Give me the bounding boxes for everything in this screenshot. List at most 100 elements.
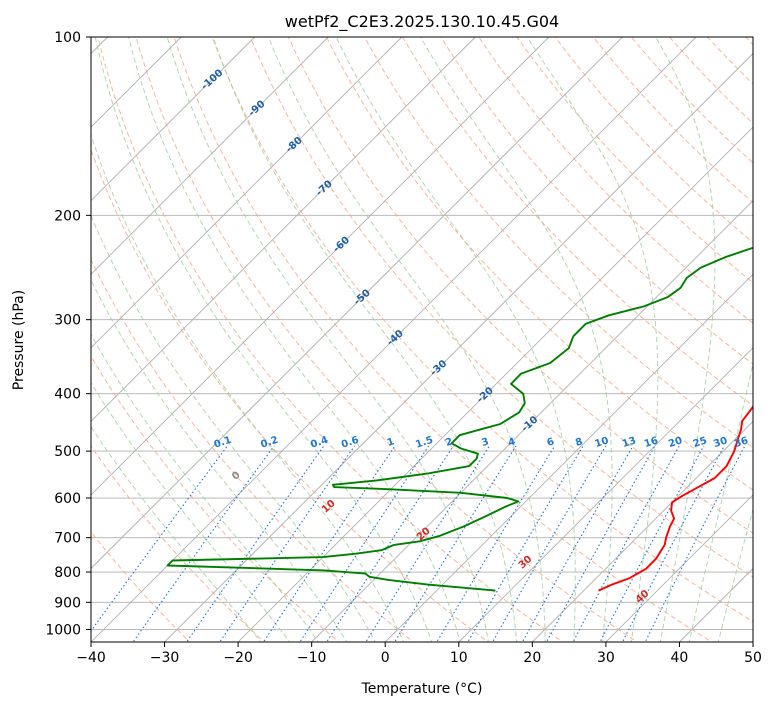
moist-adiabats — [91, 37, 753, 642]
mixing-ratio-lines — [91, 445, 746, 642]
dry-adiabat-line — [97, 37, 564, 642]
dry-adiabat-line — [364, 37, 753, 449]
moist-adiabat-line — [717, 507, 753, 642]
x-tick-label: −20 — [223, 650, 253, 666]
y-tick-label: 400 — [54, 387, 81, 403]
y-tick-label: 300 — [54, 313, 81, 329]
y-tick-label: 900 — [54, 595, 81, 611]
mixing-ratio-label: 8 — [574, 436, 584, 449]
mixing-ratio-label: 3 — [480, 436, 490, 449]
y-tick-label: 200 — [54, 208, 81, 224]
y-axis-label: Pressure (hPa) — [11, 290, 27, 390]
mixing-ratio-label: 20 — [667, 435, 684, 450]
mixing-ratio-label: 10 — [594, 435, 611, 450]
x-tick-label: −30 — [150, 650, 180, 666]
dry-adiabat-line — [287, 37, 753, 534]
isotherm-line — [164, 52, 753, 642]
mixing-ratio-line — [599, 445, 705, 642]
plot-frame — [90, 36, 754, 643]
moist-adiabat-line — [91, 214, 376, 642]
mixing-ratio-label: 2 — [444, 436, 454, 449]
x-axis-label: Temperature (°C) — [361, 681, 483, 697]
isotherm-line — [91, 37, 476, 422]
moist-adiabat-line — [526, 37, 659, 642]
isotherm-line — [91, 37, 403, 349]
x-axis-ticks: −40 −30 −20 −10 0 10 20 30 40 50 — [76, 642, 762, 666]
moist-adiabat-line — [91, 133, 405, 642]
mixing-ratio-line — [521, 445, 634, 642]
isotherm-line — [91, 37, 550, 496]
mixing-ratio-line — [621, 445, 725, 642]
mixing-ratio-line — [545, 445, 656, 642]
x-tick-label: 50 — [744, 650, 762, 666]
mixing-ratio-line — [394, 445, 517, 642]
isotherm-line — [91, 37, 329, 275]
mixing-ratio-label: 0.6 — [340, 435, 360, 451]
mixing-ratio-label: 4 — [507, 436, 517, 449]
mixing-ratio-line — [467, 445, 584, 642]
isotherm-line — [91, 37, 697, 642]
mixing-ratio-label: 16 — [643, 435, 660, 450]
dry-adiabat-line — [630, 37, 753, 164]
dry-adiabat-line — [325, 37, 753, 491]
mixing-ratio-line — [299, 445, 430, 642]
sounding-line — [166, 246, 753, 592]
dry-adiabat-line — [173, 37, 713, 642]
isobar-gridlines — [91, 37, 753, 630]
isotherm-line — [91, 37, 623, 570]
dry-adiabat-label: -100 — [199, 67, 225, 92]
mixing-ratio-line — [644, 445, 746, 642]
dry-adiabat-line — [668, 37, 753, 125]
isotherm-line — [679, 567, 753, 642]
plot-area: 0.1 0.2 0.4 0.6 1 1.5 2 3 4 6 8 10 13 16 20 25 30 36-100-… — [91, 24, 775, 645]
isotherm-line — [752, 641, 753, 642]
dry-adiabat-line — [211, 37, 753, 623]
dry-adiabats — [91, 24, 775, 645]
isotherm-lines — [91, 37, 753, 642]
moist-adiabat-line — [94, 37, 433, 642]
dry-adiabat-line — [440, 37, 753, 365]
x-tick-label: 40 — [671, 650, 689, 666]
dry-adiabat-line — [91, 445, 265, 642]
dry-adiabat-line — [706, 37, 753, 85]
moist-adiabat-line — [655, 37, 716, 642]
mixing-ratio-label: 0.1 — [213, 435, 233, 451]
mixing-ratio-label: 13 — [621, 435, 638, 450]
x-tick-label: 30 — [597, 650, 615, 666]
mixing-ratio-label: 36 — [733, 435, 750, 450]
dry-adiabat-line — [771, 24, 775, 645]
isotherm-line — [91, 37, 255, 202]
y-tick-label: 100 — [54, 30, 81, 46]
y-tick-label: 600 — [54, 491, 81, 507]
isotherm-line — [532, 420, 753, 642]
dry-adiabat-line — [135, 37, 639, 642]
dry-adiabat-line — [91, 531, 191, 642]
sounding-profiles — [166, 246, 753, 592]
y-tick-label: 1000 — [45, 622, 81, 638]
moist-adiabat-line — [267, 37, 546, 642]
mixing-ratio-label: 6 — [546, 436, 556, 449]
moist-adiabat-line — [420, 37, 613, 642]
dry-adiabat-line — [516, 37, 753, 284]
isotherm-line — [384, 273, 753, 642]
mixing-ratio-label: 30 — [712, 435, 729, 450]
isotherm-line — [605, 494, 753, 642]
mixing-ratio-label: 0.4 — [309, 435, 329, 451]
mixing-ratio-label: 25 — [692, 435, 709, 450]
dry-adiabat-label: 40 — [634, 588, 652, 606]
y-tick-label: 500 — [54, 444, 81, 460]
dry-adiabat-line — [592, 37, 753, 204]
y-axis-ticks: 100 200 300 400 500 600 700 800 900 1000 — [45, 30, 91, 638]
mixing-ratio-label: 1 — [386, 436, 396, 449]
mixing-ratio-line — [219, 445, 356, 642]
dry-adiabat-line — [744, 37, 753, 46]
moist-adiabat-line — [212, 37, 518, 642]
x-tick-label: 0 — [381, 650, 390, 666]
mixing-ratio-line — [132, 445, 275, 642]
mixing-ratio-line — [262, 445, 396, 642]
y-tick-label: 700 — [54, 531, 81, 547]
mixing-ratio-label: 0.2 — [259, 435, 279, 451]
mixing-ratio-line — [492, 445, 607, 642]
y-tick-label: 800 — [54, 565, 81, 581]
